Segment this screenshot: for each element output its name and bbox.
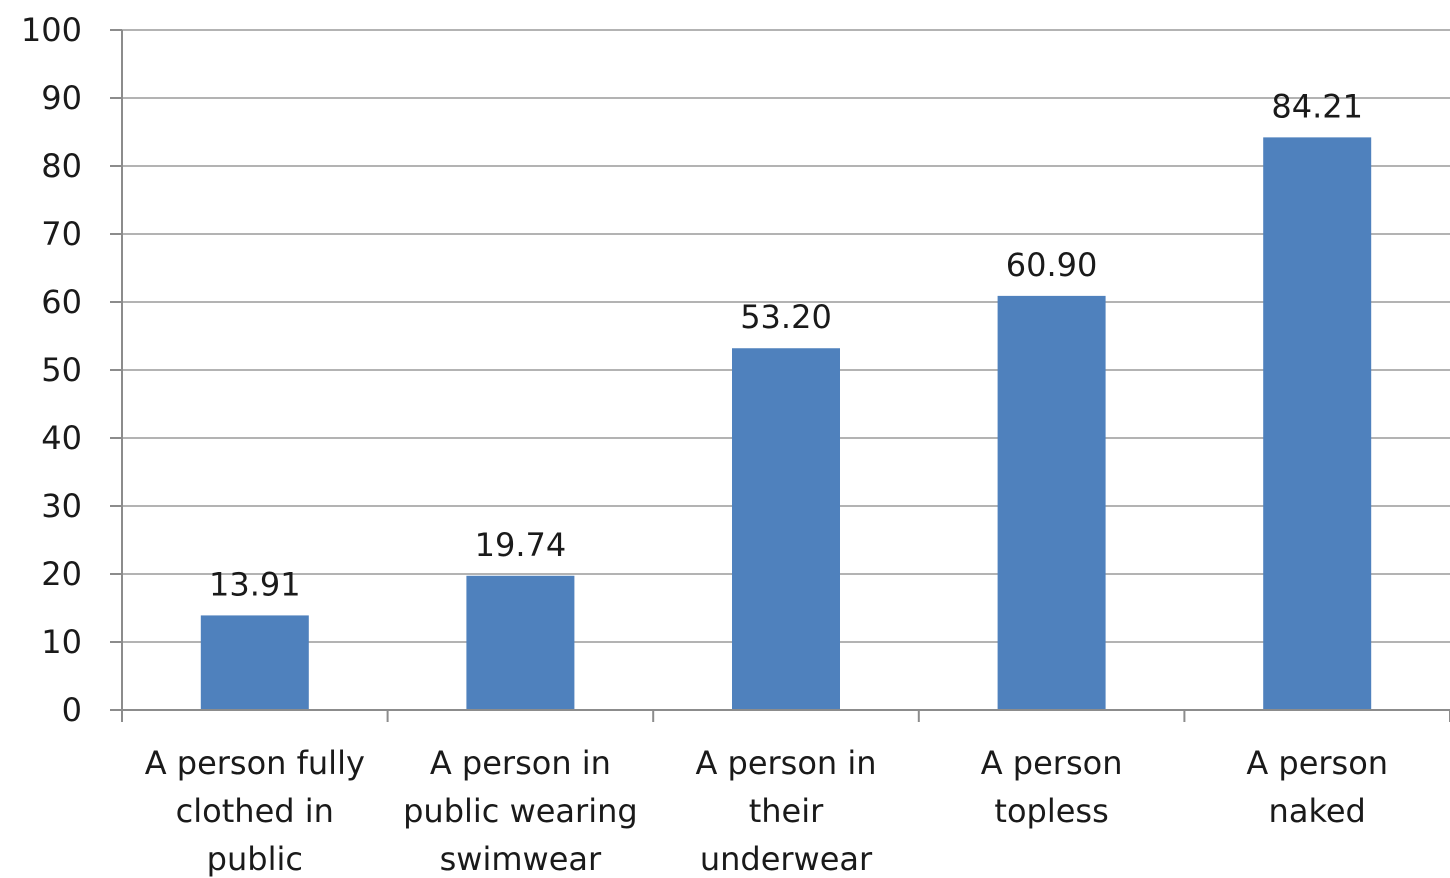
data-label: 84.21 [1271,87,1363,125]
y-axis-ticks: 0 10 20 30 40 50 60 70 80 90 100 [21,11,122,729]
y-tick-label: 10 [41,623,82,661]
y-tick-label: 100 [21,11,82,49]
data-label: 13.91 [209,565,301,603]
axes [121,30,1450,722]
data-label: 19.74 [475,526,567,564]
y-tick-label: 40 [41,419,82,457]
category-labels: A person fully clothed in public A person i… [145,744,1388,878]
category-label: A person fully clothed in public [145,744,365,878]
bar [466,575,575,710]
category-label: A person topless [981,744,1123,830]
y-tick-label: 70 [41,215,82,253]
category-label: A person in their underwear [695,744,876,878]
bar [997,295,1106,710]
y-tick-label: 20 [41,555,82,593]
category-label: A person naked [1246,744,1388,830]
y-tick-label: 80 [41,147,82,185]
y-tick-label: 30 [41,487,82,525]
y-tick-label: 0 [62,691,82,729]
data-label: 53.20 [740,298,832,336]
bar [732,348,840,710]
category-label: A person in public wearing swimwear [403,744,638,878]
data-labels: 13.91 19.74 53.20 60.90 84.21 [209,87,1363,603]
y-tick-label: 50 [41,351,82,389]
data-label: 60.90 [1006,246,1098,284]
y-tick-label: 90 [41,79,82,117]
bar [1263,137,1372,710]
y-tick-label: 60 [41,283,82,321]
bar [200,615,309,710]
bars [200,137,1372,710]
